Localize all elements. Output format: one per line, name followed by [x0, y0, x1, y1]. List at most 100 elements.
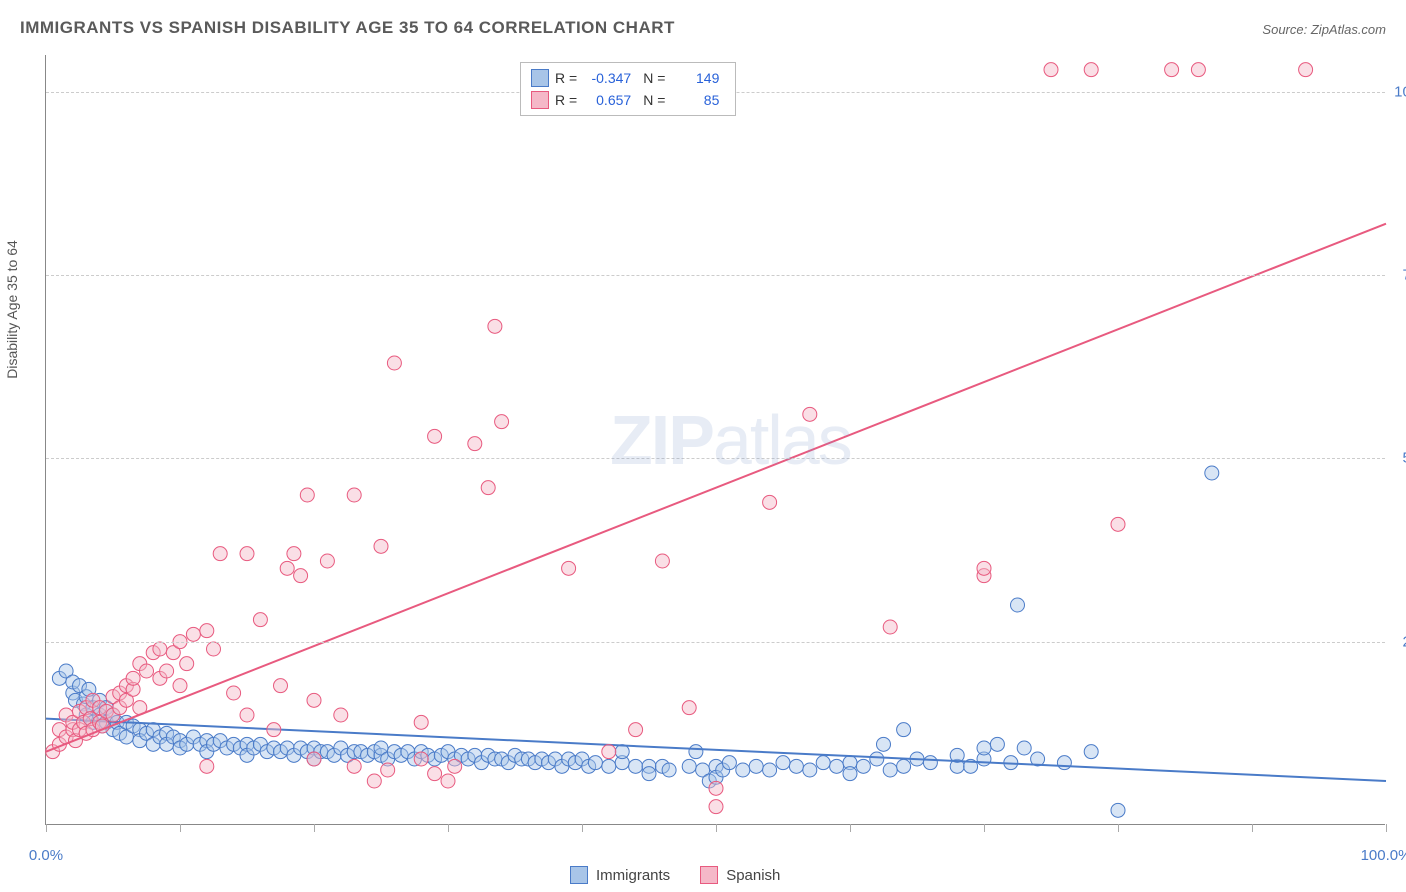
y-tick-label: 100.0% — [1394, 83, 1406, 100]
data-point — [240, 708, 254, 722]
data-point — [240, 547, 254, 561]
y-tick-label: 75.0% — [1402, 267, 1406, 284]
data-point — [709, 781, 723, 795]
data-point — [629, 723, 643, 737]
gridline-h — [46, 642, 1385, 643]
x-tick — [1386, 824, 1387, 832]
data-point — [481, 481, 495, 495]
data-point — [803, 763, 817, 777]
chart-title: IMMIGRANTS VS SPANISH DISABILITY AGE 35 … — [20, 18, 675, 38]
data-point — [709, 800, 723, 814]
data-point — [870, 752, 884, 766]
data-point — [1011, 598, 1025, 612]
data-point — [682, 701, 696, 715]
data-point — [414, 715, 428, 729]
data-point — [387, 356, 401, 370]
legend-swatch — [531, 91, 549, 109]
data-point — [374, 539, 388, 553]
data-point — [294, 569, 308, 583]
data-point — [428, 429, 442, 443]
data-point — [977, 741, 991, 755]
data-point — [689, 745, 703, 759]
x-tick — [716, 824, 717, 832]
data-point — [763, 495, 777, 509]
data-point — [200, 759, 214, 773]
regression-line — [46, 224, 1386, 752]
stat-r-label: R = — [555, 92, 577, 108]
data-point — [140, 664, 154, 678]
data-point — [1111, 517, 1125, 531]
data-point — [602, 759, 616, 773]
data-point — [495, 415, 509, 429]
x-tick — [984, 824, 985, 832]
data-point — [662, 763, 676, 777]
data-point — [160, 664, 174, 678]
x-tick — [582, 824, 583, 832]
data-point — [153, 642, 167, 656]
data-point — [267, 723, 281, 737]
scatter-plot-svg — [46, 55, 1385, 824]
data-point — [320, 554, 334, 568]
data-point — [642, 767, 656, 781]
data-point — [1084, 745, 1098, 759]
x-tick — [180, 824, 181, 832]
data-point — [562, 561, 576, 575]
legend-swatch — [700, 866, 718, 884]
data-point — [334, 708, 348, 722]
stat-r-value: 0.657 — [583, 92, 631, 108]
y-tick-label: 50.0% — [1402, 450, 1406, 467]
data-point — [367, 774, 381, 788]
data-point — [1044, 63, 1058, 77]
x-tick — [46, 824, 47, 832]
data-point — [347, 488, 361, 502]
data-point — [883, 620, 897, 634]
data-point — [1057, 756, 1071, 770]
data-point — [274, 679, 288, 693]
stat-n-value: 149 — [671, 70, 719, 86]
x-tick — [448, 824, 449, 832]
data-point — [615, 745, 629, 759]
stat-r-label: R = — [555, 70, 577, 86]
data-point — [629, 759, 643, 773]
data-point — [381, 763, 395, 777]
source-label: Source: — [1262, 22, 1307, 37]
data-point — [897, 723, 911, 737]
source-name: ZipAtlas.com — [1311, 22, 1386, 37]
data-point — [1299, 63, 1313, 77]
source-attribution: Source: ZipAtlas.com — [1262, 22, 1386, 37]
data-point — [655, 554, 669, 568]
data-point — [1017, 741, 1031, 755]
legend-item: Immigrants — [570, 866, 670, 884]
data-point — [1191, 63, 1205, 77]
x-tick-label: 0.0% — [29, 847, 63, 864]
data-point — [1084, 63, 1098, 77]
data-point — [213, 547, 227, 561]
x-tick — [314, 824, 315, 832]
data-point — [856, 759, 870, 773]
data-point — [776, 756, 790, 770]
y-tick-label: 25.0% — [1402, 633, 1406, 650]
legend-stat-row: R = -0.347N = 149 — [531, 67, 725, 89]
data-point — [883, 763, 897, 777]
data-point — [468, 437, 482, 451]
data-point — [280, 561, 294, 575]
data-point — [253, 613, 267, 627]
data-point — [736, 763, 750, 777]
data-point — [763, 763, 777, 777]
legend-swatch — [531, 69, 549, 87]
data-point — [414, 752, 428, 766]
data-point — [602, 745, 616, 759]
chart-plot-area: 25.0%50.0%75.0%100.0%0.0%100.0% — [45, 55, 1385, 825]
data-point — [173, 679, 187, 693]
x-tick — [1252, 824, 1253, 832]
stat-n-label: N = — [643, 70, 665, 86]
gridline-h — [46, 458, 1385, 459]
x-tick — [1118, 824, 1119, 832]
data-point — [923, 756, 937, 770]
data-point — [789, 759, 803, 773]
data-point — [428, 767, 442, 781]
data-point — [488, 319, 502, 333]
x-tick — [850, 824, 851, 832]
data-point — [722, 756, 736, 770]
data-point — [1205, 466, 1219, 480]
